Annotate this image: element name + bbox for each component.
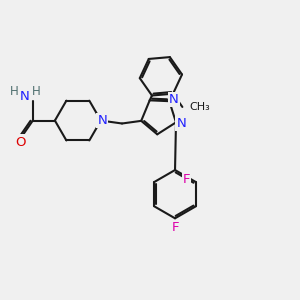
Text: H: H <box>32 85 40 98</box>
Text: N: N <box>20 90 29 103</box>
Text: N: N <box>176 117 186 130</box>
Text: CH₃: CH₃ <box>190 102 211 112</box>
Text: F: F <box>171 220 179 234</box>
Text: N: N <box>98 114 107 127</box>
Text: F: F <box>183 172 190 186</box>
Text: H: H <box>10 85 19 98</box>
Text: N: N <box>169 93 178 106</box>
Text: O: O <box>15 136 26 148</box>
